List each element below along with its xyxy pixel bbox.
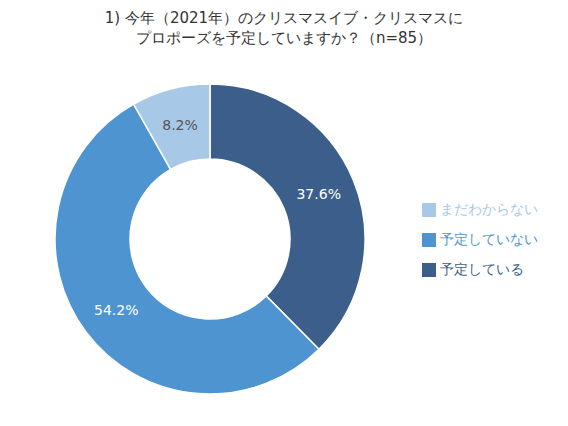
html-text:予定している: 予定している bbox=[440, 261, 524, 277]
svg-text:54.2%: 54.2% bbox=[94, 302, 138, 318]
html-text:予定していない: 予定していない bbox=[440, 231, 538, 247]
html-text:1) 今年（2021年）のクリスマスイブ・クリスマスに: 1) 今年（2021年）のクリスマスイブ・クリスマスに bbox=[104, 9, 464, 27]
svg-text:37.6%: 37.6% bbox=[296, 186, 340, 202]
svg-text:8.2%: 8.2% bbox=[162, 117, 198, 133]
html-text:プロポーズを予定していますか？（n=85）: プロポーズを予定していますか？（n=85） bbox=[135, 29, 433, 47]
html-text:まだわからない: まだわからない bbox=[440, 201, 538, 217]
